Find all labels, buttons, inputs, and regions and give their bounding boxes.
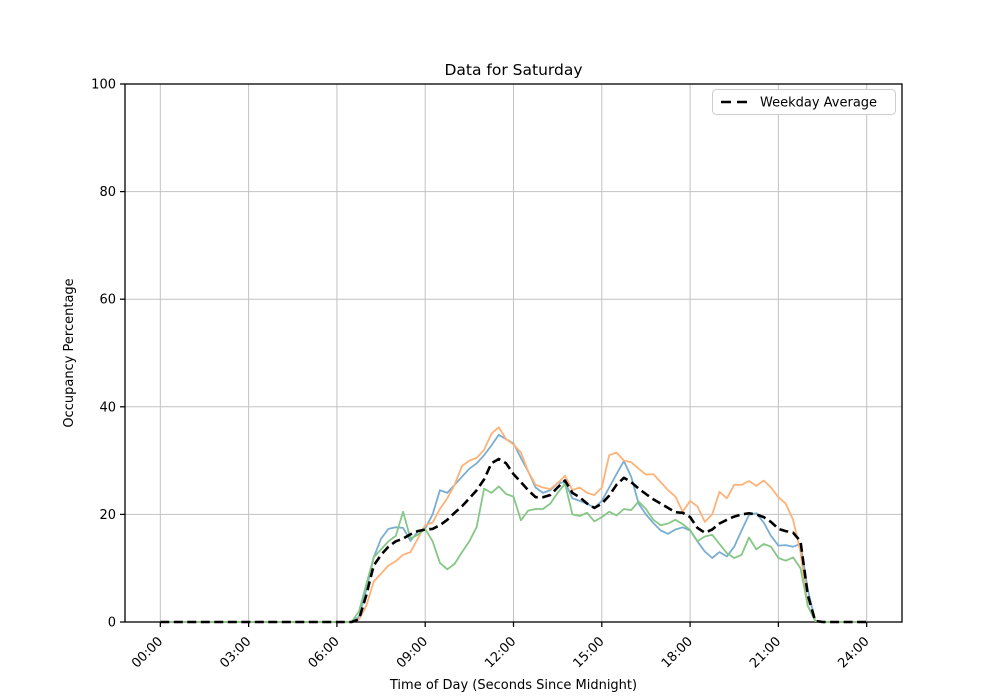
grid — [125, 83, 902, 623]
legend — [712, 89, 896, 115]
x-tick-label: 24:00 — [835, 634, 872, 671]
y-tick-label: 60 — [99, 293, 116, 308]
chart-title: Data for Saturday — [444, 61, 582, 79]
y-tick-label: 40 — [99, 400, 116, 415]
x-tick-label: 06:00 — [306, 634, 343, 671]
x-tick-label: 15:00 — [571, 634, 608, 671]
x-tick-label: 21:00 — [747, 634, 784, 671]
series-weekday-average — [160, 457, 867, 624]
chart-dynamic-layer: 00:00 03:00 06:00 09:00 12:00 15:00 18:00 21:00… — [91, 78, 903, 671]
legend-label: Weekday Average — [760, 96, 877, 111]
y-axis-label: Occupancy Percentage — [62, 278, 77, 427]
x-tick-label: 18:00 — [659, 634, 696, 671]
y-tick-label: 20 — [99, 508, 116, 523]
x-tick-label: 00:00 — [129, 634, 166, 671]
x-tick-label: 09:00 — [394, 634, 431, 671]
x-tick-label: 03:00 — [217, 634, 254, 671]
series-saturday-line-3-green — [160, 482, 867, 623]
y-tick-labels: 0 20 40 60 80 100 — [91, 78, 116, 631]
y-tick-label: 0 — [108, 616, 116, 631]
y-tick-label: 80 — [99, 185, 116, 200]
x-axis-label: Time of Day (Seconds Since Midnight) — [389, 678, 637, 693]
y-tick-label: 100 — [91, 78, 116, 93]
tick-marks — [120, 83, 868, 627]
x-tick-label: 12:00 — [482, 634, 519, 671]
legend-box — [712, 89, 896, 115]
x-tick-labels: 00:00 03:00 06:00 09:00 12:00 15:00 18:00 21:00… — [129, 634, 872, 671]
